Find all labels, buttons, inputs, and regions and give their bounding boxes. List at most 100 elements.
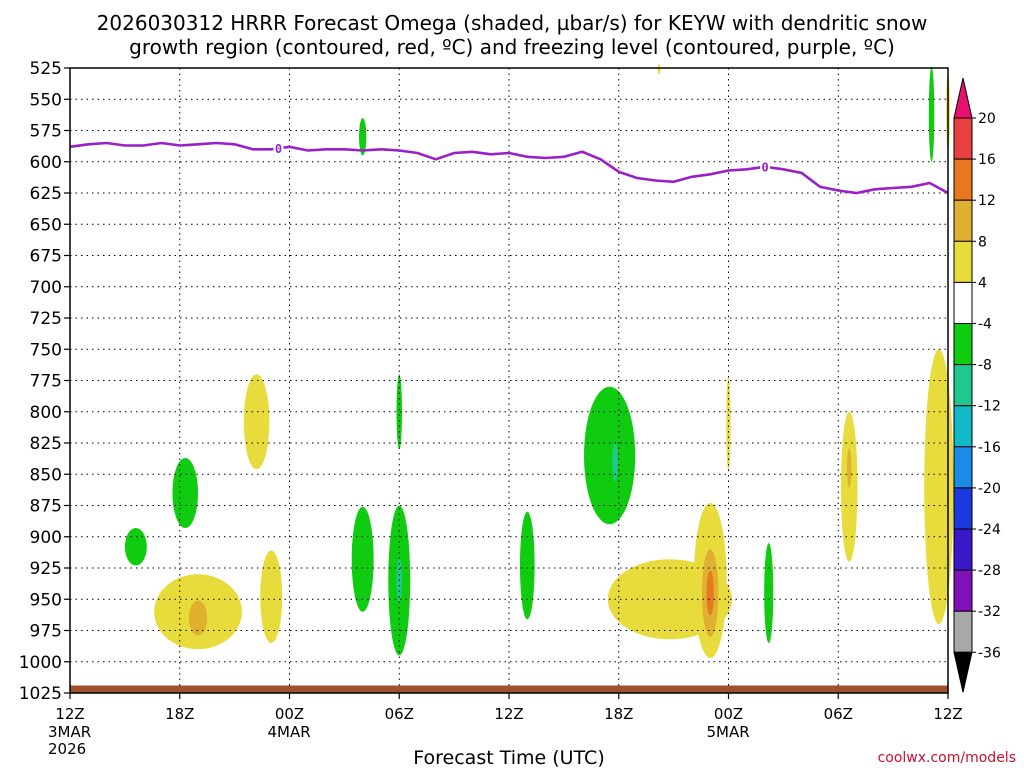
omega-region-11 bbox=[519, 511, 535, 620]
y-tick-label-800: 800 bbox=[30, 403, 62, 423]
colorbar-label-13: -36 bbox=[978, 645, 1001, 661]
y-tick-label-750: 750 bbox=[30, 340, 62, 360]
y-tick-label-600: 600 bbox=[30, 153, 62, 173]
colorbar-segment-11 bbox=[953, 528, 973, 571]
surface-band bbox=[70, 685, 948, 693]
colorbar-top-triangle bbox=[953, 77, 973, 119]
x-date-label-0: 3MAR bbox=[48, 723, 91, 741]
omega-region-4 bbox=[243, 374, 270, 470]
colorbar: 20 16 12 8 4 -4 -8 -12 -16 -20 -24 -28 -32 -36 bbox=[953, 77, 1001, 693]
y-tick-label-725: 725 bbox=[30, 309, 62, 329]
x-tick-label-12: 00Z bbox=[275, 705, 304, 723]
contour-label-bg-0 bbox=[273, 140, 284, 157]
colorbar-label-9: -20 bbox=[978, 481, 1001, 497]
contour-label-0: 0 bbox=[275, 142, 282, 156]
colorbar-segment-7 bbox=[953, 364, 973, 407]
colorbar-label-11: -28 bbox=[978, 563, 1001, 579]
y-tick-label-700: 700 bbox=[30, 278, 62, 298]
x-tick-label-42: 06Z bbox=[824, 705, 853, 723]
omega-region-19 bbox=[764, 543, 774, 643]
y-tick-label-550: 550 bbox=[30, 90, 62, 110]
colorbar-segment-3 bbox=[953, 199, 973, 242]
omega-region-23 bbox=[924, 349, 954, 625]
x-tick-label-48: 12Z bbox=[933, 705, 962, 723]
colorbar-label-2: 12 bbox=[978, 193, 996, 209]
colorbar-label-3: 8 bbox=[978, 234, 987, 250]
colorbar-label-10: -24 bbox=[978, 522, 1001, 538]
x-date-label-36: 5MAR bbox=[707, 723, 750, 741]
colorbar-label-12: -32 bbox=[978, 604, 1001, 620]
colorbar-label-1: 16 bbox=[978, 152, 996, 168]
colorbar-segment-6 bbox=[953, 323, 973, 366]
title-line-2: growth region (contoured, red, ºC) and f… bbox=[129, 35, 895, 59]
colorbar-segment-13 bbox=[953, 610, 973, 653]
y-tick-label-875: 875 bbox=[30, 497, 62, 517]
colorbar-label-6: -8 bbox=[978, 358, 992, 374]
omega-region-12 bbox=[583, 386, 636, 525]
omega-region-22 bbox=[928, 66, 935, 162]
x-year-label: 2026 bbox=[48, 740, 86, 758]
y-tick-label-950: 950 bbox=[30, 590, 62, 610]
y-tick-label-650: 650 bbox=[30, 215, 62, 235]
y-tick-label-775: 775 bbox=[30, 372, 62, 392]
colorbar-label-8: -16 bbox=[978, 440, 1001, 456]
colorbar-segment-5 bbox=[953, 281, 973, 324]
y-tick-label-575: 575 bbox=[30, 122, 62, 142]
omega-region-25 bbox=[657, 64, 661, 75]
title-line-1: 2026030312 HRRR Forecast Omega (shaded, … bbox=[97, 11, 928, 35]
omega-region-5 bbox=[260, 550, 283, 643]
freezing-level-contour: 00 bbox=[69, 140, 949, 195]
colorbar-segment-12 bbox=[953, 569, 973, 612]
credit-text: coolwx.com/models bbox=[878, 750, 1016, 766]
omega-region-21 bbox=[847, 448, 852, 488]
omega-region-3 bbox=[188, 600, 208, 636]
colorbar-segment-2 bbox=[953, 158, 973, 201]
x-date-label-12: 4MAR bbox=[268, 723, 311, 741]
colorbar-label-0: 20 bbox=[978, 111, 996, 127]
y-tick-label-675: 675 bbox=[30, 247, 62, 267]
freezing-level-line bbox=[69, 141, 949, 195]
omega-region-17 bbox=[706, 570, 714, 616]
contour-label-bg-1 bbox=[760, 158, 771, 175]
omega-region-18 bbox=[726, 376, 731, 472]
surface-fill bbox=[70, 685, 948, 693]
colorbar-label-4: 4 bbox=[978, 275, 987, 291]
y-axis: 525 550 575 600 625 650 675 700 725 750 775 800 825 8… bbox=[19, 59, 70, 704]
y-tick-label-850: 850 bbox=[30, 465, 62, 485]
colorbar-segment-8 bbox=[953, 405, 973, 448]
colorbar-segment-4 bbox=[953, 240, 973, 283]
omega-region-6 bbox=[359, 118, 367, 156]
colorbar-bottom-triangle bbox=[953, 651, 973, 693]
x-tick-label-30: 18Z bbox=[604, 705, 633, 723]
omega-shading bbox=[124, 64, 954, 658]
title: 2026030312 HRRR Forecast Omega (shaded, … bbox=[97, 11, 928, 59]
colorbar-label-5: -4 bbox=[978, 317, 992, 333]
omega-region-0 bbox=[124, 528, 147, 566]
y-tick-label-825: 825 bbox=[30, 434, 62, 454]
x-tick-label-6: 18Z bbox=[165, 705, 194, 723]
x-tick-label-0: 12Z bbox=[55, 705, 84, 723]
plot-area: 00 bbox=[69, 64, 954, 694]
grid-lines bbox=[69, 67, 949, 694]
omega-region-8 bbox=[396, 374, 402, 450]
colorbar-segment-9 bbox=[953, 446, 973, 489]
colorbar-segment-10 bbox=[953, 487, 973, 530]
y-tick-label-925: 925 bbox=[30, 559, 62, 579]
contour-label-1: 0 bbox=[761, 160, 768, 174]
x-tick-label-18: 06Z bbox=[385, 705, 414, 723]
y-tick-label-900: 900 bbox=[30, 528, 62, 548]
colorbar-segment-1 bbox=[953, 117, 973, 160]
colorbar-label-7: -12 bbox=[978, 399, 1001, 415]
y-tick-label-1025: 1025 bbox=[19, 684, 62, 704]
omega-region-1 bbox=[172, 458, 199, 528]
y-tick-label-975: 975 bbox=[30, 622, 62, 642]
omega-region-7 bbox=[351, 506, 374, 612]
x-axis-label: Forecast Time (UTC) bbox=[413, 747, 604, 768]
x-tick-label-24: 12Z bbox=[494, 705, 523, 723]
omega-region-13 bbox=[612, 441, 618, 482]
y-tick-label-1000: 1000 bbox=[19, 653, 62, 673]
y-tick-label-525: 525 bbox=[30, 59, 62, 79]
y-tick-label-625: 625 bbox=[30, 184, 62, 204]
